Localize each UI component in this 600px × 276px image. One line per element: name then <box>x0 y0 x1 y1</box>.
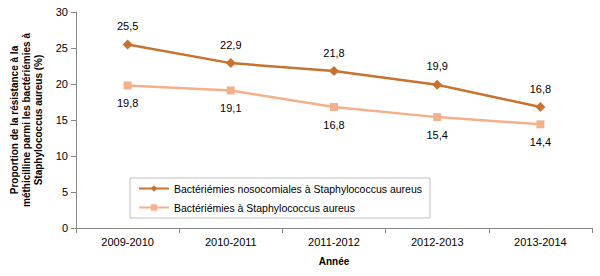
svg-text:19,1: 19,1 <box>220 102 241 114</box>
svg-text:14,4: 14,4 <box>530 136 551 148</box>
svg-text:10: 10 <box>56 150 68 162</box>
svg-text:5: 5 <box>62 186 68 198</box>
svg-text:19,8: 19,8 <box>117 97 138 109</box>
svg-text:20: 20 <box>56 78 68 90</box>
svg-text:25: 25 <box>56 42 68 54</box>
svg-text:Bactériémies à Staphylococcus: Bactériémies à Staphylococcus aureus <box>174 202 355 214</box>
svg-text:21,8: 21,8 <box>323 47 344 59</box>
svg-text:2012-2013: 2012-2013 <box>411 236 464 248</box>
svg-text:16,8: 16,8 <box>530 83 551 95</box>
svg-text:2011-2012: 2011-2012 <box>308 236 360 248</box>
svg-text:16,8: 16,8 <box>323 119 344 131</box>
svg-text:25,5: 25,5 <box>117 20 138 32</box>
svg-text:2009-2010: 2009-2010 <box>101 236 154 248</box>
svg-text:15: 15 <box>56 114 68 126</box>
svg-text:19,9: 19,9 <box>426 60 447 72</box>
svg-text:2013-2014: 2013-2014 <box>514 236 567 248</box>
svg-text:Proportion de la résistance à: Proportion de la résistance à la <box>9 45 20 194</box>
svg-text:22,9: 22,9 <box>220 39 241 51</box>
svg-text:méthicilline parmi les bactéri: méthicilline parmi les bactériémies à <box>21 33 32 207</box>
svg-text:15,4: 15,4 <box>426 129 447 141</box>
svg-text:2010-2011: 2010-2011 <box>205 236 257 248</box>
svg-text:Staphylococcus aureus (%): Staphylococcus aureus (%) <box>33 55 44 186</box>
svg-text:30: 30 <box>56 6 68 18</box>
svg-text:Année: Année <box>319 256 350 267</box>
svg-text:Bactériémies nosocomiales à St: Bactériémies nosocomiales à Staphylococc… <box>174 183 422 195</box>
svg-text:0: 0 <box>62 222 68 234</box>
